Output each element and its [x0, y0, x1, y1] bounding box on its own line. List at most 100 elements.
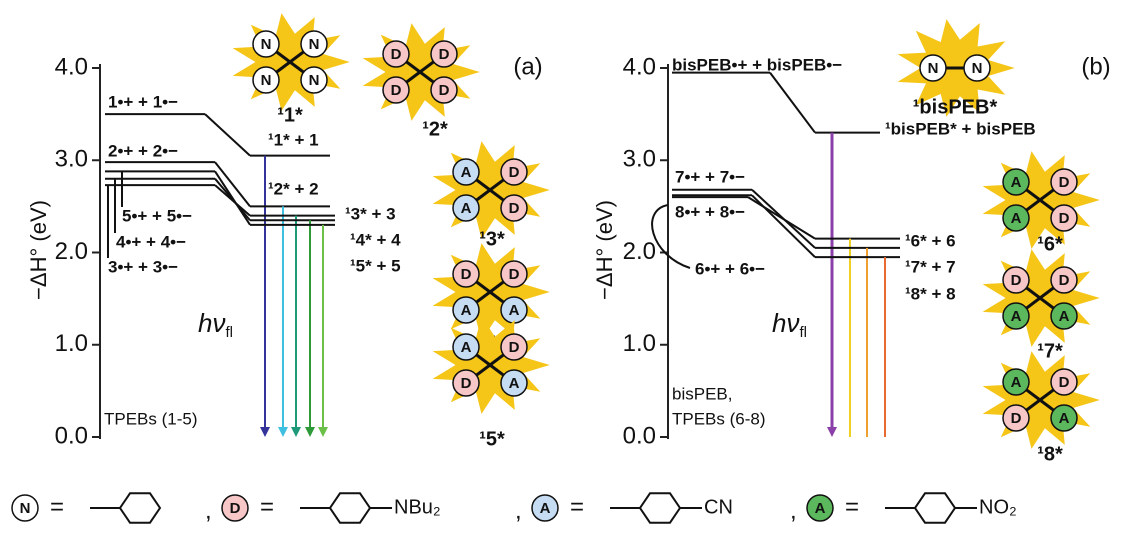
ion-pair-label: 1•+ + 1•− — [108, 92, 178, 111]
group-letter: N — [309, 36, 320, 53]
legend-symbol: A — [540, 500, 551, 517]
benzene-ring — [915, 493, 955, 522]
excited-label: ¹8* + 8 — [905, 284, 956, 303]
legend-substituent: NO₂ — [979, 496, 1017, 518]
group-letter: D — [439, 46, 450, 63]
hv-text: hν — [198, 308, 225, 338]
excited-label: ¹3* + 3 — [345, 204, 396, 223]
arrow-head — [318, 427, 328, 437]
molecule-label: ¹8* — [1037, 443, 1063, 465]
group-letter: N — [928, 60, 939, 77]
molecule-label: ¹7* — [1037, 340, 1063, 362]
y-tick-label: 1.0 — [623, 330, 656, 357]
legend-comma: , — [515, 497, 522, 524]
footnote: bisPEB, — [672, 384, 732, 403]
hv-label: hνfl — [198, 308, 233, 341]
ion-pair-label: 7•+ + 7•− — [675, 167, 745, 186]
footnote: TPEBs (1-5) — [104, 409, 198, 428]
figure: 0.01.02.03.04.0−ΔH° (eV)(a)hνflTPEBs (1-… — [0, 0, 1121, 534]
legend-comma: , — [790, 497, 797, 524]
y-axis-title: −ΔH° (eV) — [592, 200, 617, 300]
group-letter: D — [391, 46, 402, 63]
legend-equals: = — [260, 493, 274, 520]
panel-tag: (a) — [513, 53, 542, 80]
molecule-label: ¹2* — [422, 118, 448, 140]
y-tick-label: 2.0 — [55, 238, 88, 265]
connector — [215, 171, 250, 225]
y-tick-label: 3.0 — [55, 146, 88, 173]
ion-pair-label: 4•+ + 4•− — [116, 232, 186, 251]
group-letter: A — [509, 302, 520, 319]
excited-label: ¹5* + 5 — [350, 256, 401, 275]
group-letter: A — [1059, 410, 1070, 427]
group-letter: A — [461, 200, 472, 217]
benzene-ring — [330, 493, 370, 522]
group-letter: D — [1059, 272, 1070, 289]
footnote: TPEBs (6-8) — [672, 409, 766, 428]
ion-pair-label: 2•+ + 2•− — [108, 141, 178, 160]
group-letter: A — [461, 164, 472, 181]
excited-label: ¹1* + 1 — [268, 130, 319, 149]
legend-substituent: CN — [704, 496, 733, 518]
connector — [752, 195, 815, 257]
group-letter: D — [509, 339, 520, 356]
connector — [752, 190, 815, 248]
legend-symbol: D — [230, 500, 241, 517]
group-letter: D — [461, 266, 472, 283]
legend-equals: = — [845, 493, 859, 520]
benzene-ring — [120, 493, 160, 522]
molecule-label: ¹6* — [1037, 233, 1063, 255]
group-letter: N — [309, 72, 320, 89]
y-tick-label: 2.0 — [623, 238, 656, 265]
ion-pair-label: bisPEB•+ + bisPEB•− — [672, 55, 842, 74]
ion-pair-label: 3•+ + 3•− — [108, 257, 178, 276]
legend-symbol: N — [20, 500, 31, 517]
group-letter: A — [1059, 308, 1070, 325]
group-letter: D — [391, 82, 402, 99]
group-letter: A — [1011, 210, 1022, 227]
group-letter: N — [261, 36, 272, 53]
hv-subscript: fl — [799, 324, 807, 341]
group-letter: D — [461, 375, 472, 392]
y-tick-label: 3.0 — [623, 146, 656, 173]
connector — [205, 114, 250, 156]
arrow-head — [260, 427, 270, 437]
panel-tag: (b) — [1081, 53, 1110, 80]
molecule-label: ¹1* — [277, 104, 303, 126]
group-letter: D — [509, 164, 520, 181]
group-letter: D — [509, 266, 520, 283]
legend-comma: , — [205, 497, 212, 524]
arrow-head — [291, 427, 301, 437]
group-letter: A — [461, 339, 472, 356]
group-letter: N — [261, 72, 272, 89]
legend-equals: = — [570, 493, 584, 520]
group-letter: D — [1011, 410, 1022, 427]
legend-substituent: NBu₂ — [394, 496, 441, 518]
excited-label: ¹2* + 2 — [268, 179, 319, 198]
group-letter: D — [439, 82, 450, 99]
y-tick-label: 1.0 — [55, 330, 88, 357]
group-letter: D — [1059, 210, 1070, 227]
y-tick-label: 0.0 — [623, 422, 656, 449]
group-letter: N — [972, 60, 983, 77]
legend-equals: = — [50, 493, 64, 520]
ion-pair-label: 6•+ + 6•− — [695, 259, 765, 278]
molecule-label: ¹bisPEB* — [913, 96, 998, 118]
hv-label: hνfl — [772, 308, 807, 341]
group-letter: A — [1011, 308, 1022, 325]
group-letter: D — [1059, 374, 1070, 391]
molecule-label: ¹5* — [479, 428, 505, 450]
excited-label: ¹bisPEB* + bisPEB — [885, 119, 1036, 138]
legend-symbol: A — [815, 500, 826, 517]
arrow-head — [305, 427, 315, 437]
arrow-head — [278, 427, 288, 437]
group-letter: A — [1011, 374, 1022, 391]
excited-label: ¹7* + 7 — [905, 257, 956, 276]
y-tick-label: 0.0 — [55, 422, 88, 449]
benzene-ring — [640, 493, 680, 522]
ion-pair-label: 8•+ + 8•− — [675, 202, 745, 221]
ion-pair-label: 5•+ + 5•− — [122, 206, 192, 225]
y-axis-title: −ΔH° (eV) — [26, 200, 51, 300]
excited-label: ¹4* + 4 — [350, 230, 401, 249]
group-letter: A — [1011, 174, 1022, 191]
